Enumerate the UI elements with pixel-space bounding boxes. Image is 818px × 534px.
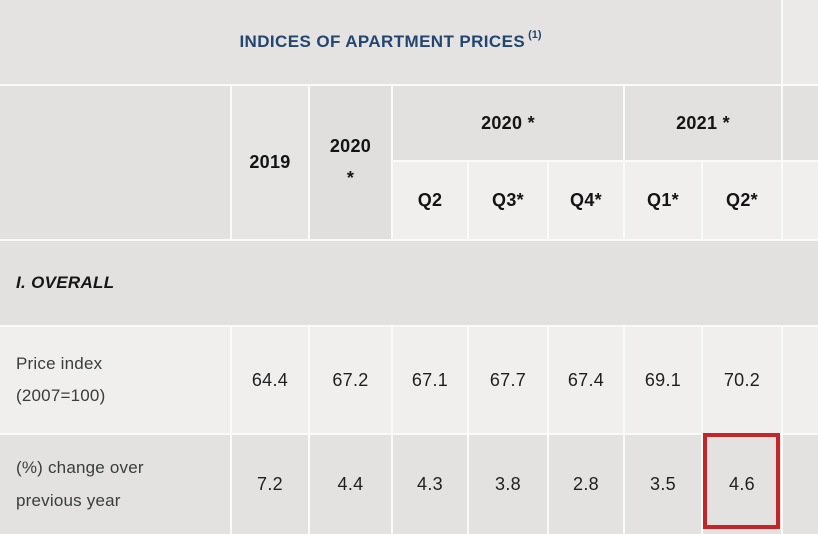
price-index-2019: 64.4: [232, 327, 308, 433]
col-header-2019: 2019: [232, 86, 308, 239]
title-footnote-superscript: (1): [528, 29, 542, 41]
col-header-2020-asterisk: *: [346, 167, 355, 188]
col-header-2020-year: 2020: [329, 136, 372, 156]
table-title: INDICES OF APARTMENT PRICES: [239, 32, 526, 51]
pct-change-2020-q4: 2.8: [549, 435, 623, 534]
price-index-2020-q3: 67.7: [469, 327, 547, 433]
group-header-2021: 2021 *: [625, 86, 781, 160]
price-index-2020: 67.2: [310, 327, 391, 433]
pct-change-2021-q2-value: 4.6: [729, 474, 755, 494]
col-header-q1-2021: Q1*: [625, 162, 701, 239]
pct-change-2021-q1: 3.5: [625, 435, 701, 534]
price-index-2021-q2: 70.2: [703, 327, 781, 433]
price-index-2021-q1: 69.1: [625, 327, 701, 433]
row-label-price-index: Price index (2007=100): [0, 327, 230, 433]
section-header-overall: I. OVERALL: [0, 241, 818, 325]
row-label-header-cell: [0, 86, 230, 239]
quarter-header-stub: [783, 162, 818, 239]
row-label-pct-change-line2: previous year: [16, 490, 121, 510]
col-header-q3-2020: Q3*: [469, 162, 547, 239]
pct-change-row-stub: [783, 435, 818, 534]
title-band-stub: [783, 0, 818, 84]
table-title-band: INDICES OF APARTMENT PRICES (1): [0, 0, 781, 84]
col-header-q2-2021: Q2*: [703, 162, 781, 239]
price-index-row-stub: [783, 327, 818, 433]
price-index-2020-q4: 67.4: [549, 327, 623, 433]
pct-change-2021-q2-highlighted: 4.6: [703, 433, 781, 534]
group-header-2020: 2020 *: [393, 86, 623, 160]
pct-change-2020: 4.4: [310, 435, 391, 534]
row-label-pct-change: (%) change over previous year: [0, 435, 230, 534]
pct-change-2020-q3: 3.8: [469, 435, 547, 534]
col-header-q2-2020: Q2: [393, 162, 467, 239]
col-header-2020: 2020 *: [310, 86, 391, 239]
row-label-price-index-line2: (2007=100): [16, 386, 106, 405]
row-label-price-index-line1: Price index: [16, 353, 103, 373]
row-label-pct-change-line1: (%) change over: [16, 458, 144, 478]
price-index-2020-q2: 67.1: [393, 327, 467, 433]
col-header-q4-2020: Q4*: [549, 162, 623, 239]
pct-change-2019: 7.2: [232, 435, 308, 534]
group-header-stub: [783, 86, 818, 160]
pct-change-2020-q2: 4.3: [393, 435, 467, 534]
